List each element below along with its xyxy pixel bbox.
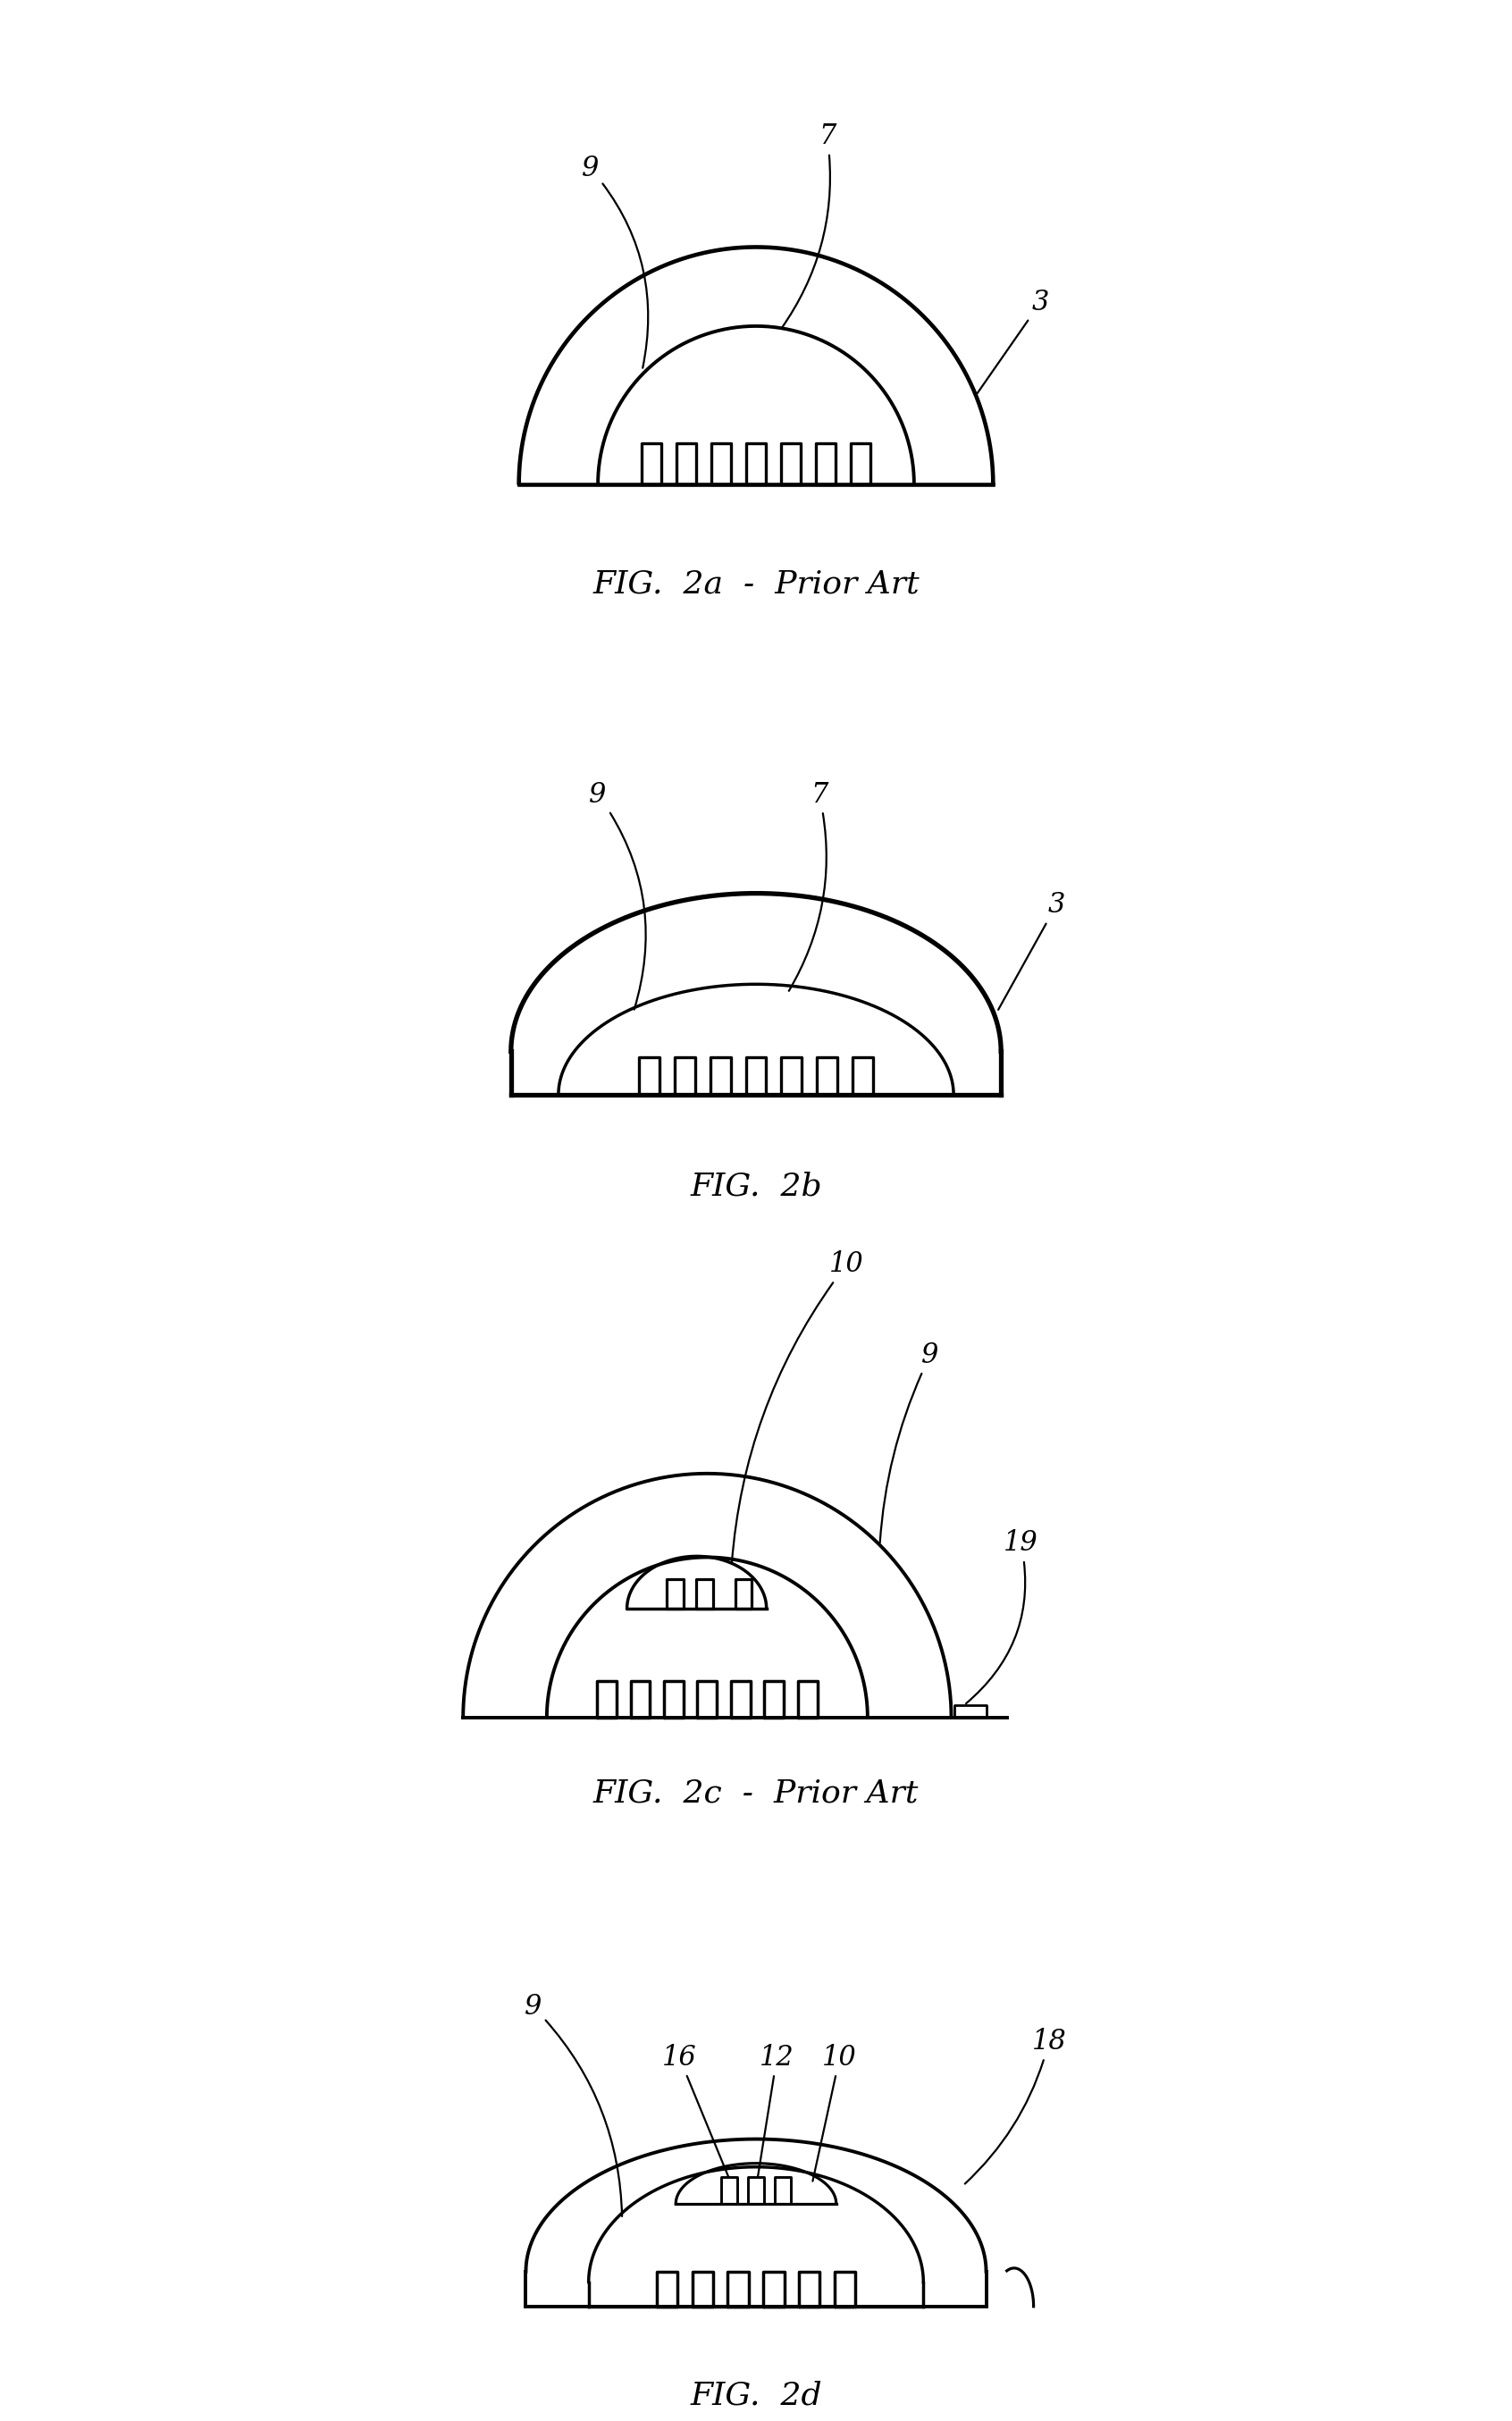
Text: 10: 10	[812, 2043, 857, 2181]
Text: 9: 9	[590, 780, 646, 1010]
Text: 3: 3	[998, 891, 1064, 1010]
Text: 9: 9	[525, 1992, 621, 2215]
Text: FIG.  2b: FIG. 2b	[689, 1172, 823, 1201]
Text: 18: 18	[965, 2026, 1066, 2184]
Text: 10: 10	[732, 1249, 863, 1564]
Text: 9: 9	[880, 1341, 939, 1542]
Text: 12: 12	[758, 2043, 794, 2176]
Text: 7: 7	[789, 780, 829, 990]
Text: 9: 9	[581, 155, 649, 368]
Text: 16: 16	[662, 2043, 729, 2176]
Text: 3: 3	[977, 288, 1049, 392]
Text: 7: 7	[782, 123, 836, 329]
Text: FIG.  2a  -  Prior Art: FIG. 2a - Prior Art	[593, 569, 919, 598]
Text: FIG.  2c  -  Prior Art: FIG. 2c - Prior Art	[593, 1777, 919, 1808]
Text: FIG.  2d: FIG. 2d	[689, 2380, 823, 2411]
Text: 19: 19	[966, 1530, 1039, 1704]
